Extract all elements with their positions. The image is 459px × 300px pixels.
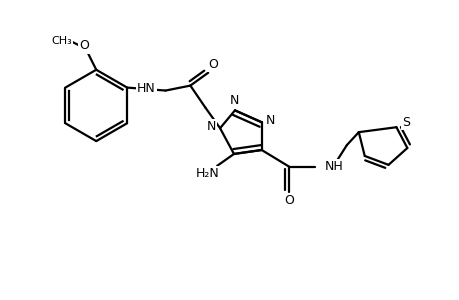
Text: O: O xyxy=(79,40,89,52)
Text: H₂N: H₂N xyxy=(195,167,218,180)
Text: HN: HN xyxy=(137,82,155,95)
Text: NH: NH xyxy=(325,160,343,173)
Text: N: N xyxy=(265,114,274,127)
Text: N: N xyxy=(206,120,215,133)
Text: O: O xyxy=(208,58,218,71)
Text: CH₃: CH₃ xyxy=(51,36,72,46)
Text: N: N xyxy=(229,94,238,107)
Text: O: O xyxy=(284,194,294,207)
Text: S: S xyxy=(402,116,409,129)
